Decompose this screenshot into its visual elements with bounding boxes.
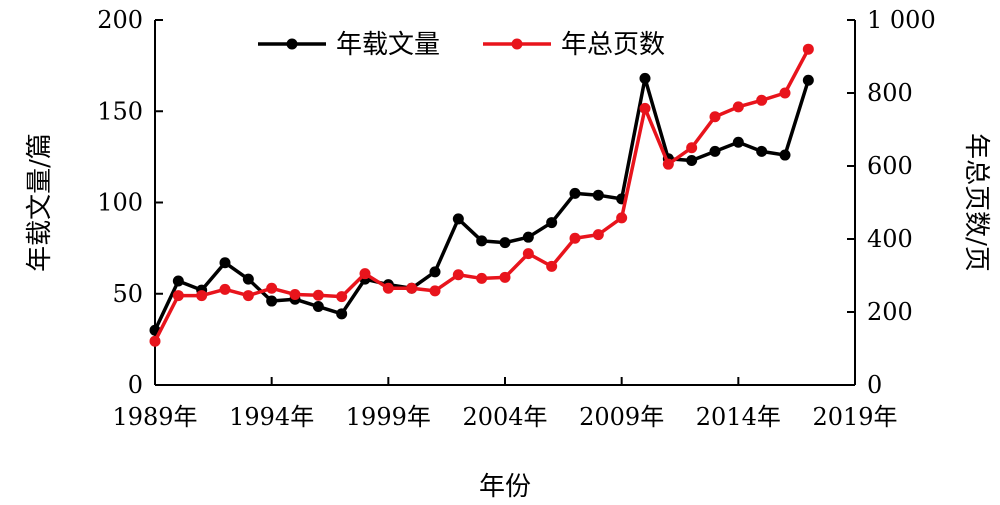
legend-swatch-marker [511, 38, 523, 50]
series-point [196, 290, 208, 302]
series-point [172, 290, 184, 302]
series-point [336, 291, 348, 303]
series-point [592, 189, 604, 201]
series-point [336, 308, 348, 320]
series-point [429, 266, 441, 278]
series-point [312, 301, 324, 313]
x-tick-label: 2019年 [812, 403, 897, 431]
series-point [639, 72, 651, 84]
series-point [242, 290, 254, 302]
series-point [709, 111, 721, 123]
series-point [406, 282, 418, 294]
left-y-tick-label: 200 [97, 6, 143, 34]
series-point [639, 102, 651, 114]
series-point [779, 87, 791, 99]
x-tick-label: 2009年 [579, 403, 664, 431]
x-axis-title: 年份 [479, 472, 531, 502]
series-point [546, 260, 558, 272]
legend: 年载文量 年总页数 [258, 30, 665, 60]
x-tick-label: 1999年 [346, 403, 431, 431]
series-2 [149, 43, 814, 347]
right-y-tick-label: 1 000 [867, 6, 936, 34]
ticks: 0 50 100 150 200 0 200 400 600 800 1 000 1989年 1994年… [97, 6, 936, 431]
x-tick-label: 2004年 [462, 403, 547, 431]
right-y-tick-label: 400 [867, 225, 913, 253]
series-point [522, 248, 534, 260]
series-point [312, 289, 324, 301]
series-point [149, 335, 161, 347]
series-point [476, 272, 488, 284]
series-point [546, 217, 558, 229]
series-point [732, 101, 744, 113]
series-point [662, 158, 674, 170]
left-y-tick-label: 150 [97, 97, 143, 125]
series-point [172, 275, 184, 287]
left-y-tick-label: 50 [112, 280, 143, 308]
series-point [266, 282, 278, 294]
series-point [616, 212, 628, 224]
series-point [802, 43, 814, 55]
right-y-tick-label: 200 [867, 298, 913, 326]
series-point [242, 273, 254, 285]
axes [154, 20, 856, 386]
series-point [499, 271, 511, 283]
series-point [802, 74, 814, 86]
series-point [289, 288, 301, 300]
series-point [732, 136, 744, 148]
series-point [382, 282, 394, 294]
left-y-axis-title: 年载文量/篇 [25, 133, 55, 272]
series-point [452, 213, 464, 225]
series-layer [149, 43, 814, 347]
series-point [686, 142, 698, 154]
right-y-tick-label: 600 [867, 152, 913, 180]
series-point [756, 94, 768, 106]
series-point [219, 257, 231, 269]
series-point [592, 229, 604, 241]
legend-label: 年载文量 [336, 30, 440, 60]
right-y-tick-label: 800 [867, 79, 913, 107]
legend-swatch-marker [286, 38, 298, 50]
x-tick-label: 1994年 [229, 403, 314, 431]
series-point [452, 269, 464, 281]
right-y-tick-label: 0 [867, 371, 882, 399]
series-point [359, 268, 371, 280]
series-point [476, 235, 488, 247]
series-point [709, 145, 721, 157]
series-point [219, 283, 231, 295]
legend-label: 年总页数 [561, 30, 665, 60]
series-point [779, 149, 791, 161]
series-point [429, 285, 441, 297]
x-tick-label: 1989年 [112, 403, 197, 431]
x-tick-label: 2014年 [696, 403, 781, 431]
series-point [522, 231, 534, 243]
series-point [499, 237, 511, 249]
right-y-axis-title: 年总页数/页 [961, 133, 991, 272]
series-point [569, 187, 581, 199]
series-point [686, 155, 698, 167]
left-y-tick-label: 100 [97, 189, 143, 217]
series-point [266, 295, 278, 307]
left-y-tick-label: 0 [128, 371, 143, 399]
series-point [569, 232, 581, 244]
series-point [756, 145, 768, 157]
